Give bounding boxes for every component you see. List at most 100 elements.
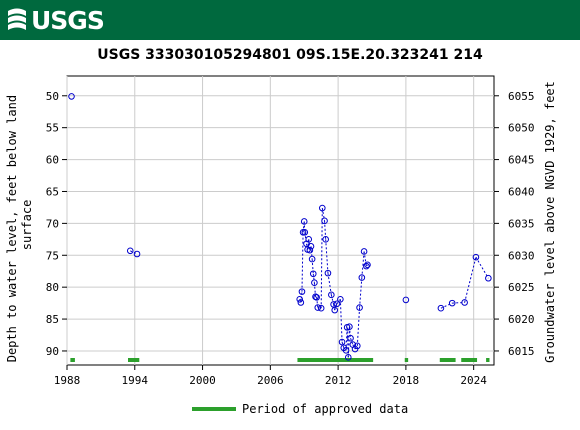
approved-period-bar	[128, 358, 140, 362]
data-point	[297, 299, 305, 306]
data-point	[322, 236, 329, 243]
data-point	[311, 279, 318, 287]
series-segment	[339, 299, 343, 343]
data-point	[347, 334, 354, 342]
usgs-wave-icon	[8, 8, 26, 30]
series-segment	[352, 344, 356, 350]
data-point	[360, 248, 368, 255]
y2-tick-label: 6045	[508, 154, 535, 167]
data-point	[333, 300, 341, 308]
y-tick-label: 85	[46, 313, 59, 326]
x-tick-label: 2012	[325, 374, 352, 387]
data-series	[68, 93, 492, 361]
data-point	[317, 304, 325, 312]
data-point	[337, 295, 344, 303]
series-segment	[315, 296, 317, 298]
data-point	[298, 288, 306, 295]
data-point	[307, 243, 315, 250]
y-axis-label-line2: surface	[20, 200, 34, 251]
data-point	[300, 218, 308, 225]
y-tick-label: 80	[46, 281, 59, 294]
data-point	[472, 253, 480, 261]
approved-period-bar	[439, 358, 456, 362]
y-tick-label: 50	[46, 90, 59, 103]
data-point	[331, 306, 339, 314]
approved-period-bar	[461, 358, 478, 362]
x-tick-label: 2006	[257, 374, 284, 387]
y2-tick-label: 6035	[508, 217, 535, 230]
usgs-logo[interactable]: USGS	[6, 5, 105, 35]
series-segment	[341, 341, 345, 348]
data-point	[68, 93, 75, 100]
y-tick-label: 75	[46, 249, 59, 262]
y2-tick-label: 6015	[508, 345, 535, 358]
series-segment	[130, 250, 138, 255]
y2-tick-label: 6025	[508, 281, 535, 294]
y2-axis-ticks: 6015 6020 6025 6030 6035 6040 6045 6050 6055	[494, 90, 535, 358]
x-tick-label: 2018	[393, 374, 420, 387]
series-segment	[312, 273, 315, 283]
usgs-logo-text: USGS	[31, 5, 105, 35]
y-axis-ticks: 50 55 60 65 70 75 80 85 90	[46, 90, 67, 358]
data-point	[306, 246, 314, 254]
data-point	[461, 299, 468, 306]
data-point	[402, 296, 410, 304]
y2-tick-label: 6050	[508, 122, 535, 135]
approved-periods	[70, 358, 490, 362]
y-tick-label: 65	[46, 185, 59, 198]
data-point	[321, 217, 328, 225]
series-segment	[325, 239, 329, 274]
approved-period-bar	[486, 358, 490, 362]
data-point	[344, 354, 352, 361]
x-tick-label: 1988	[54, 374, 81, 387]
y2-axis-label: Groundwater level above NGVD 1929, feet	[543, 81, 557, 363]
series-segment	[475, 256, 489, 279]
series-segment	[301, 232, 304, 292]
data-point	[296, 295, 304, 303]
y2-tick-label: 6055	[508, 90, 535, 103]
data-point	[314, 304, 322, 311]
data-point	[342, 347, 350, 354]
legend: Period of approved data	[192, 402, 408, 416]
y2-tick-label: 6040	[508, 185, 535, 198]
plot-area	[66, 75, 495, 366]
series-segment	[350, 338, 354, 345]
approved-period-bar	[297, 358, 374, 362]
x-axis-ticks: 1988 1994 2000 2006 2012 2018 2024	[54, 365, 487, 387]
data-point	[356, 304, 363, 311]
y-tick-label: 90	[46, 345, 59, 358]
series-segment	[324, 220, 327, 240]
usgs-header-banner: USGS	[0, 0, 580, 40]
data-point	[363, 262, 370, 270]
approved-period-bar	[404, 358, 409, 362]
data-point	[313, 294, 320, 301]
data-point	[354, 342, 361, 350]
data-point	[126, 247, 134, 255]
data-point	[338, 338, 346, 346]
data-point	[301, 229, 309, 236]
series-segment	[361, 251, 365, 278]
series-segment	[365, 264, 368, 267]
y-tick-label: 55	[46, 122, 59, 135]
data-point	[328, 291, 335, 299]
data-point	[324, 269, 332, 277]
groundwater-level-chart: USGS 333030105294801 09S.15E.20.323241 2…	[5, 47, 557, 416]
y-tick-label: 60	[46, 154, 59, 167]
data-point	[305, 236, 313, 243]
approved-period-bar	[70, 358, 75, 362]
series-segment	[303, 221, 306, 233]
data-point	[309, 270, 317, 278]
data-point	[133, 250, 141, 258]
x-tick-label: 2000	[189, 374, 216, 387]
data-point	[308, 255, 316, 263]
data-point	[358, 274, 366, 281]
y-axis-label-line1: Depth to water level, feet below land	[5, 95, 19, 362]
x-tick-label: 2024	[460, 374, 487, 387]
data-point	[318, 204, 326, 212]
legend-label: Period of approved data	[242, 402, 408, 416]
series-segment	[359, 277, 363, 308]
series-segment	[330, 294, 335, 305]
data-point	[485, 274, 492, 282]
y-axis-label: Depth to water level, feet below land su…	[5, 88, 34, 363]
chart-title: USGS 333030105294801 09S.15E.20.323241 2…	[97, 47, 483, 63]
